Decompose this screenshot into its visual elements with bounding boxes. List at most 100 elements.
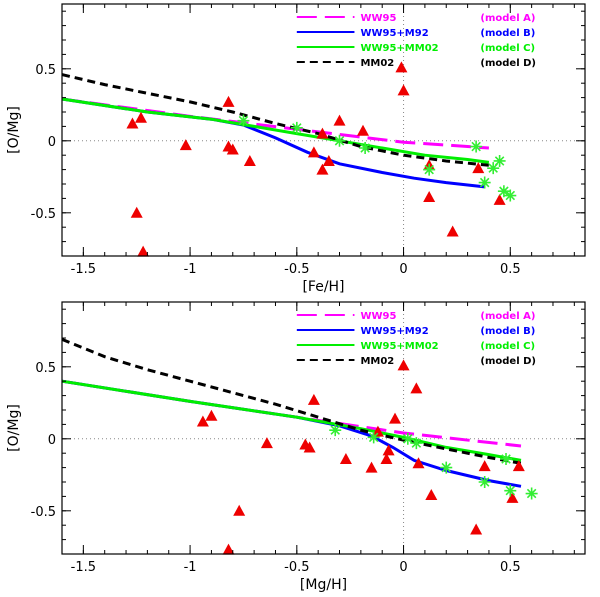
data-point-triangle — [397, 84, 410, 96]
legend-model: (model B) — [480, 28, 535, 39]
data-point-triangle — [226, 143, 239, 155]
data-point-asterisk — [478, 476, 491, 488]
data-point-asterisk — [423, 163, 436, 176]
data-point-triangle — [389, 412, 402, 424]
series-line-4 — [61, 73, 490, 167]
data-point-asterisk — [493, 154, 506, 167]
legend-label: MM02 — [360, 356, 394, 367]
data-point-triangle — [339, 452, 352, 464]
data-point-asterisk — [487, 162, 500, 175]
data-point-triangle — [307, 393, 320, 405]
data-point-triangle — [179, 139, 192, 151]
y-tick-label: 0 — [48, 433, 56, 448]
data-point-asterisk — [504, 484, 517, 497]
data-point-triangle — [233, 504, 246, 516]
data-point-triangle — [322, 154, 335, 166]
data-point-asterisk — [329, 424, 342, 437]
series-line-4 — [61, 338, 522, 465]
data-point-triangle — [446, 225, 459, 237]
legend-label: WW95+M92 — [360, 28, 428, 39]
data-point-asterisk — [367, 431, 380, 444]
panel-2: -1.5 -1 -0.5 0 0.5 -0.5 0 0.5 [Mg/H] [O/Mg] WW95 (m… — [6, 301, 586, 593]
data-point-triangle — [371, 425, 384, 437]
data-point-triangle — [205, 409, 218, 421]
data-point-triangle — [470, 523, 483, 535]
data-point-triangle — [506, 491, 519, 503]
data-point-triangle — [222, 543, 235, 555]
series-line-3 — [61, 97, 490, 164]
x-tick-label: 0 — [399, 262, 407, 277]
x-axis-label: [Fe/H] — [302, 279, 344, 295]
x-tick-label: 0.5 — [500, 262, 521, 277]
y-tick-label: -0.5 — [31, 207, 56, 222]
data-point-triangle — [316, 127, 329, 139]
data-point-triangle — [126, 117, 139, 129]
data-point-asterisk — [401, 432, 414, 445]
legend-label: WW95 — [360, 311, 396, 322]
data-point-asterisk — [497, 185, 510, 198]
data-point-asterisk — [359, 142, 372, 154]
data-point-triangle — [333, 114, 346, 126]
series-line-3 — [61, 379, 522, 462]
legend-label: WW95+MM02 — [360, 341, 438, 352]
data-point-triangle — [134, 111, 147, 123]
data-point-triangle — [243, 154, 256, 166]
data-point-triangle — [423, 190, 436, 202]
data-point-triangle — [130, 206, 143, 218]
legend-model: (model A) — [480, 13, 535, 24]
data-point-triangle — [380, 452, 393, 464]
legend-model: (model A) — [480, 311, 535, 322]
data-point-asterisk — [440, 461, 453, 474]
x-tick-label: -1 — [184, 560, 197, 575]
legend-model: (model B) — [480, 326, 535, 337]
legend-label: WW95+MM02 — [360, 43, 438, 54]
data-point-triangle — [395, 61, 408, 73]
x-tick-label: -1.5 — [71, 262, 96, 277]
data-point-triangle — [512, 460, 525, 472]
data-point-triangle — [316, 163, 329, 175]
data-point-asterisk — [504, 189, 517, 202]
data-point-triangle — [478, 460, 491, 472]
data-point-triangle — [493, 193, 506, 205]
data-point-triangle — [412, 457, 425, 469]
data-point-triangle — [307, 146, 320, 158]
data-point-asterisk — [410, 437, 423, 450]
legend-model: (model D) — [480, 356, 536, 367]
data-point-triangle — [260, 437, 273, 449]
y-axis-label: [O/Mg] — [6, 404, 22, 452]
data-point-triangle — [397, 359, 410, 371]
data-point-asterisk — [290, 121, 303, 134]
plot-frame — [61, 3, 586, 257]
x-axis-label: [Mg/H] — [300, 577, 347, 593]
y-tick-label: 0 — [48, 135, 56, 150]
y-tick-label: 0.5 — [35, 63, 56, 78]
x-tick-label: -1 — [184, 262, 197, 277]
legend-model: (model C) — [480, 341, 535, 352]
legend-model: (model D) — [480, 58, 536, 69]
legend-label: MM02 — [360, 58, 394, 69]
data-point-asterisk — [333, 134, 346, 147]
data-point-triangle — [410, 382, 423, 394]
data-point-triangle — [356, 124, 369, 136]
series-line-2 — [61, 97, 485, 189]
data-point-asterisk — [525, 487, 538, 500]
data-point-triangle — [303, 441, 316, 453]
y-axis-label: [O/Mg] — [6, 106, 22, 154]
y-tick-label: 0.5 — [35, 361, 56, 376]
data-point-triangle — [365, 461, 378, 473]
data-point-triangle — [222, 95, 235, 107]
data-point-triangle — [382, 444, 395, 456]
legend-label: WW95 — [360, 13, 396, 24]
data-point-triangle — [425, 488, 438, 500]
data-point-asterisk — [500, 452, 513, 465]
panel-1: -1.5 -1 -0.5 0 0.5 -0.5 0 0.5 [Fe/H] [O/Mg] WW95 (m… — [6, 3, 586, 295]
data-point-triangle — [137, 245, 150, 257]
data-point-triangle — [196, 415, 209, 427]
x-tick-label: 0.5 — [500, 560, 521, 575]
series-line-2 — [61, 379, 522, 488]
x-tick-label: 0 — [399, 560, 407, 575]
legend-model: (model C) — [480, 43, 535, 54]
data-point-asterisk — [470, 140, 483, 153]
data-point-asterisk — [237, 114, 250, 127]
